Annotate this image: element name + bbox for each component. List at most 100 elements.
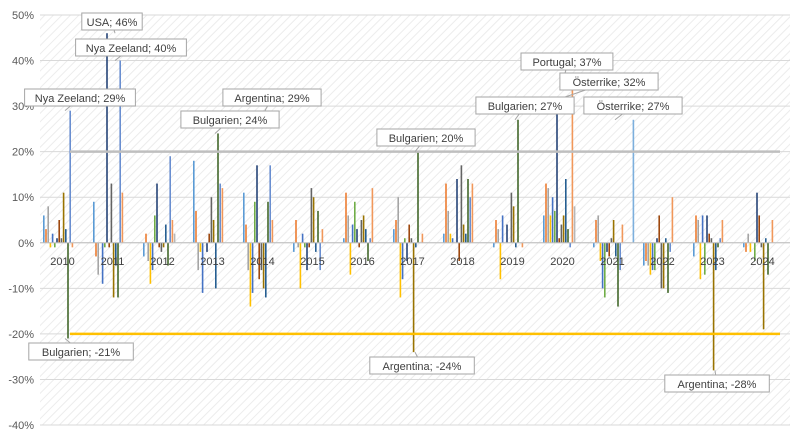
bar <box>754 242 756 261</box>
bar <box>569 242 571 248</box>
callout: Bulgarien; 27% <box>475 96 575 121</box>
bar <box>356 229 358 243</box>
bar <box>515 242 517 248</box>
bar <box>645 242 647 261</box>
bar <box>499 242 502 280</box>
callout-label: Österrike; 27% <box>597 101 670 113</box>
bar <box>147 242 149 261</box>
category-label: 2016 <box>350 256 374 268</box>
callout: Österrike; 32% <box>559 72 659 98</box>
category-label: 2019 <box>500 256 524 268</box>
bar <box>69 110 71 243</box>
callout-box <box>180 110 280 129</box>
category-label: 2018 <box>450 256 474 268</box>
bar <box>249 242 252 307</box>
bar <box>299 242 302 289</box>
bar <box>447 210 449 243</box>
bar <box>397 197 399 243</box>
bar <box>443 233 445 243</box>
bar <box>301 233 304 243</box>
bar <box>151 242 154 271</box>
bar <box>369 238 371 243</box>
bar <box>665 238 667 243</box>
callout-box <box>24 88 136 107</box>
bar <box>462 224 465 243</box>
bar <box>297 242 299 248</box>
bar <box>145 233 147 243</box>
bar <box>410 238 413 243</box>
bar <box>201 242 204 293</box>
bar <box>554 210 556 243</box>
bar <box>256 165 258 243</box>
bar <box>693 242 695 257</box>
y-tick-label: 40% <box>12 56 34 68</box>
callout-label: Argentina; 29% <box>234 93 309 105</box>
bar <box>208 233 210 243</box>
bar <box>651 242 654 271</box>
bar <box>262 242 265 289</box>
category-label: 2015 <box>300 256 324 268</box>
bar <box>699 242 702 280</box>
bar <box>51 233 54 243</box>
bar <box>358 242 360 248</box>
bar <box>449 233 452 243</box>
bar <box>65 229 67 243</box>
bar <box>765 238 767 243</box>
bar <box>512 206 515 243</box>
bar <box>165 224 167 243</box>
bar <box>556 97 558 243</box>
callout-label: USA; 46% <box>87 17 138 29</box>
callouts: USA; 46% Nya Zeeland; 40% Nya Zeeland; 29%… <box>24 12 770 393</box>
bar <box>47 206 49 243</box>
bar <box>371 188 374 243</box>
category-label: 2023 <box>700 256 724 268</box>
callout: Österrike; 27% <box>583 96 683 121</box>
bar <box>715 242 717 271</box>
bar <box>347 215 349 243</box>
bar <box>54 242 56 248</box>
bar <box>45 229 47 243</box>
y-tick-label: -10% <box>8 283 34 295</box>
bar <box>451 238 454 243</box>
callout-label: Argentina; -24% <box>383 361 462 373</box>
callout: Nya Zeeland; 40% <box>75 38 187 61</box>
bars <box>43 33 774 371</box>
bar <box>632 119 635 243</box>
bar <box>601 242 604 289</box>
bar <box>260 242 263 271</box>
bar <box>593 242 595 248</box>
bar <box>219 183 221 243</box>
y-tick-label: 50% <box>12 10 34 22</box>
callout-box <box>28 342 134 361</box>
bar <box>210 197 213 243</box>
bar <box>599 242 602 261</box>
bar <box>660 242 663 289</box>
callout-box <box>559 72 659 91</box>
bar <box>721 220 724 243</box>
bar <box>762 242 765 330</box>
bar <box>708 233 710 243</box>
callout: Argentina; 29% <box>222 88 322 111</box>
bar <box>245 224 247 243</box>
callout-label: Bulgarien; 20% <box>389 133 464 145</box>
callout-box <box>75 38 187 57</box>
y-axis: -40%-30%-20%-10%0%10%20%30%40%50% <box>8 10 34 432</box>
category-label: 2021 <box>600 256 624 268</box>
bar <box>510 192 513 243</box>
bar <box>97 242 99 275</box>
bar <box>308 242 310 248</box>
bar <box>495 220 497 243</box>
bar <box>521 242 524 248</box>
category-label: 2020 <box>550 256 574 268</box>
bar <box>608 242 610 257</box>
bar <box>349 242 352 275</box>
bar <box>293 242 295 252</box>
bar <box>212 220 215 243</box>
bar <box>360 220 363 243</box>
bar <box>710 238 713 243</box>
bar <box>265 242 267 298</box>
bar <box>745 242 747 252</box>
bar <box>604 242 606 298</box>
bar <box>467 179 469 243</box>
bar <box>573 206 576 243</box>
